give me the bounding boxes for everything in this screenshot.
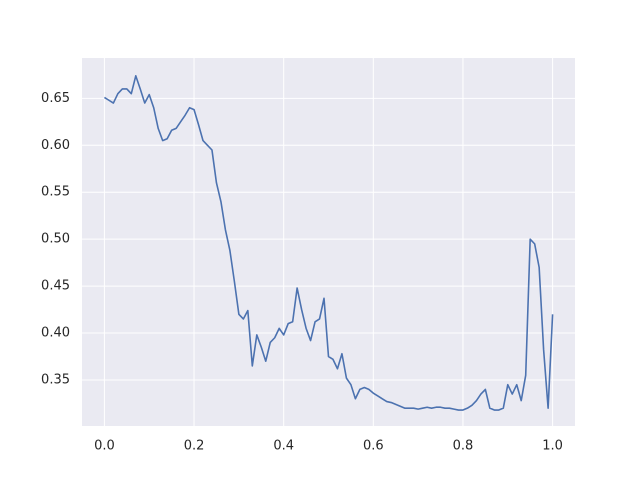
y-tick-label: 0.35 [41, 373, 70, 388]
y-tick-label: 0.50 [41, 232, 70, 247]
y-tick-label: 0.60 [41, 138, 70, 153]
y-tick-label: 0.65 [41, 91, 70, 106]
y-tick-label: 0.45 [41, 279, 70, 294]
x-tick-label: 0.8 [453, 439, 474, 454]
x-tick-label: 0.6 [363, 439, 384, 454]
plot-area [82, 58, 575, 426]
y-tick-label: 0.55 [41, 185, 70, 200]
x-tick-label: 0.4 [273, 439, 294, 454]
x-tick-label: 1.0 [542, 439, 563, 454]
y-tick-label: 0.40 [41, 326, 70, 341]
x-tick-label: 0.2 [184, 439, 205, 454]
x-tick-label: 0.0 [94, 439, 115, 454]
line [103, 75, 554, 411]
